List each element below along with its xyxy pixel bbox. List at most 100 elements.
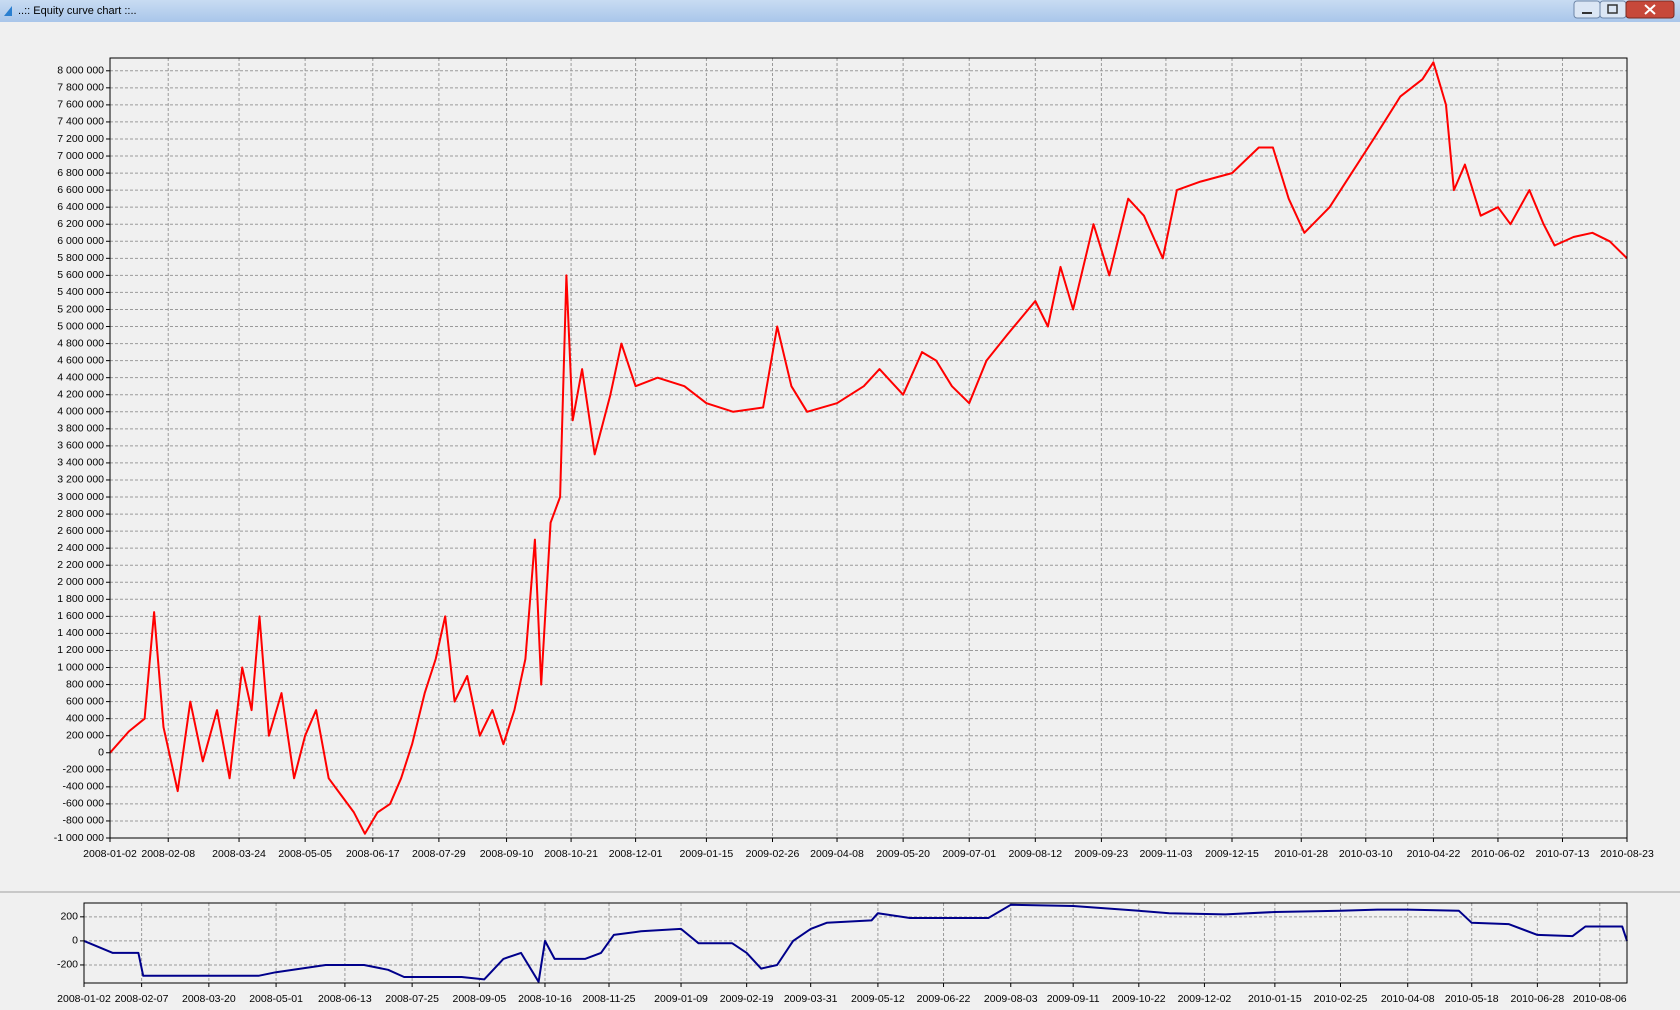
x-tick-label: 2008-11-25 xyxy=(583,993,636,1005)
y-tick-label: 5 800 000 xyxy=(57,252,104,264)
x-tick-label: 2010-04-22 xyxy=(1407,848,1461,860)
y-tick-label: 1 600 000 xyxy=(57,610,104,622)
y-tick-label: 3 600 000 xyxy=(57,440,104,452)
x-tick-label: 2008-06-13 xyxy=(318,993,372,1005)
y-tick-label: 3 800 000 xyxy=(57,423,104,435)
y-tick-label: -800 000 xyxy=(63,815,105,827)
y-tick-label: -200 000 xyxy=(63,764,105,776)
y-tick-label: 1 800 000 xyxy=(57,593,104,605)
x-tick-label: 2009-11-03 xyxy=(1139,848,1192,860)
plot-area xyxy=(84,903,1627,983)
y-tick-label: 1 200 000 xyxy=(57,644,104,656)
x-tick-label: 2008-09-10 xyxy=(480,848,534,860)
x-tick-label: 2008-10-21 xyxy=(544,848,598,860)
x-tick-label: 2009-04-08 xyxy=(810,848,864,860)
y-tick-label: 7 000 000 xyxy=(57,150,104,162)
y-tick-label: 3 000 000 xyxy=(57,491,104,503)
y-tick-label: -1 000 000 xyxy=(54,832,104,844)
y-tick-label: 7 400 000 xyxy=(57,116,104,128)
x-tick-label: 2008-05-01 xyxy=(249,993,303,1005)
y-tick-label: 0 xyxy=(98,747,104,759)
y-tick-label: 400 000 xyxy=(66,712,104,724)
y-tick-label: 7 600 000 xyxy=(57,99,104,111)
x-tick-label: 2009-06-22 xyxy=(917,993,971,1005)
y-tick-label: 2 200 000 xyxy=(57,559,104,571)
x-tick-label: 2010-08-23 xyxy=(1600,848,1654,860)
y-tick-label: 7 800 000 xyxy=(57,82,104,94)
x-tick-label: 2008-09-05 xyxy=(452,993,506,1005)
equity-line xyxy=(109,61,1628,835)
app-icon xyxy=(4,6,12,16)
y-tick-label: 6 800 000 xyxy=(57,167,104,179)
y-tick-label: 2 400 000 xyxy=(57,542,104,554)
maximize-button[interactable] xyxy=(1599,0,1627,19)
y-tick-label: 3 200 000 xyxy=(57,474,104,486)
x-tick-label: 2010-07-13 xyxy=(1536,848,1590,860)
y-tick-label: 6 400 000 xyxy=(57,201,104,213)
x-tick-label: 2008-03-20 xyxy=(182,993,236,1005)
x-tick-label: 2009-08-12 xyxy=(1008,848,1062,860)
plot-frame xyxy=(109,57,1628,839)
x-tick-label: 2008-10-16 xyxy=(518,993,572,1005)
x-tick-label: 2010-03-10 xyxy=(1339,848,1393,860)
y-tick-label: 800 000 xyxy=(66,678,104,690)
x-tick-label: 2010-01-28 xyxy=(1274,848,1328,860)
window-buttons[interactable] xyxy=(1573,0,1675,19)
x-tick-label: 2010-05-18 xyxy=(1445,993,1499,1005)
x-tick-label: 2008-05-05 xyxy=(278,848,332,860)
x-tick-label: 2009-01-15 xyxy=(680,848,734,860)
y-tick-label: 4 400 000 xyxy=(57,371,104,383)
x-tick-label: 2010-06-28 xyxy=(1511,993,1565,1005)
x-tick-label: 2009-09-11 xyxy=(1047,993,1100,1005)
y-tick-label: 4 800 000 xyxy=(57,337,104,349)
x-tick-label: 2008-01-02 xyxy=(83,848,137,860)
y-tick-label: 2 000 000 xyxy=(57,576,104,588)
x-tick-label: 2010-02-25 xyxy=(1314,993,1368,1005)
y-tick-label: -200 xyxy=(57,959,78,971)
y-tick-label: 8 000 000 xyxy=(57,65,104,77)
title-bar xyxy=(0,0,1680,22)
y-tick-label: 1 000 000 xyxy=(57,661,104,673)
y-tick-label: 4 600 000 xyxy=(57,354,104,366)
equity-line xyxy=(83,903,1628,983)
x-tick-label: 2009-08-03 xyxy=(984,993,1038,1005)
y-tick-label: 7 200 000 xyxy=(57,133,104,145)
y-tick-label: -600 000 xyxy=(63,798,105,810)
y-tick-label: 5 400 000 xyxy=(57,286,104,298)
x-tick-label: 2008-12-01 xyxy=(609,848,663,860)
x-tick-label: 2009-09-23 xyxy=(1075,848,1129,860)
plot-area xyxy=(110,58,1627,838)
y-tick-label: 1 400 000 xyxy=(57,627,104,639)
y-tick-label: 6 600 000 xyxy=(57,184,104,196)
x-tick-label: 2008-02-07 xyxy=(115,993,169,1005)
y-tick-label: 4 000 000 xyxy=(57,406,104,418)
x-tick-label: 2008-07-29 xyxy=(412,848,466,860)
y-tick-label: 5 600 000 xyxy=(57,269,104,281)
y-tick-label: 5 000 000 xyxy=(57,320,104,332)
minimize-button[interactable] xyxy=(1573,0,1601,19)
window-title: ..:: Equity curve chart ::.. xyxy=(18,5,137,17)
y-tick-label: 5 200 000 xyxy=(57,303,104,315)
x-tick-label: 2009-01-09 xyxy=(654,993,708,1005)
x-tick-label: 2010-01-15 xyxy=(1248,993,1302,1005)
x-tick-label: 2008-01-02 xyxy=(57,993,111,1005)
x-tick-label: 2009-10-22 xyxy=(1112,993,1166,1005)
y-tick-label: 2 600 000 xyxy=(57,525,104,537)
y-tick-label: 2 800 000 xyxy=(57,508,104,520)
x-tick-label: 2008-02-08 xyxy=(141,848,195,860)
x-tick-label: 2009-12-02 xyxy=(1178,993,1232,1005)
x-tick-label: 2009-07-01 xyxy=(942,848,996,860)
y-tick-label: 200 xyxy=(60,911,78,923)
x-tick-label: 2010-06-02 xyxy=(1471,848,1525,860)
x-tick-label: 2009-02-26 xyxy=(746,848,800,860)
x-tick-label: 2009-02-19 xyxy=(720,993,774,1005)
x-tick-label: 2008-03-24 xyxy=(212,848,266,860)
y-tick-label: 3 400 000 xyxy=(57,457,104,469)
x-tick-label: 2009-12-15 xyxy=(1205,848,1259,860)
x-tick-label: 2008-06-17 xyxy=(346,848,400,860)
y-tick-label: -400 000 xyxy=(63,781,105,793)
x-tick-label: 2009-03-31 xyxy=(784,993,838,1005)
x-tick-label: 2010-04-08 xyxy=(1381,993,1435,1005)
